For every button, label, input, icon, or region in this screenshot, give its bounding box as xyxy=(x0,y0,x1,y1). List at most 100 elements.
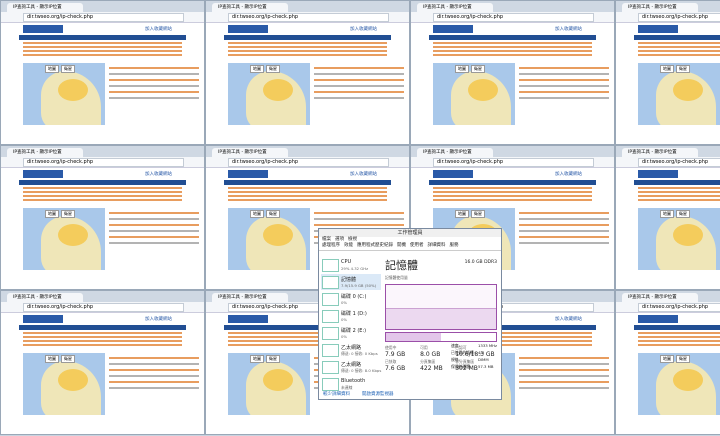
url-field[interactable]: dir.twseo.org/ip-check.php xyxy=(433,13,594,22)
site-logo: 加入收藏網站 xyxy=(19,23,186,35)
text-line xyxy=(314,79,404,81)
favorite-link[interactable]: 加入收藏網站 xyxy=(350,172,377,177)
map[interactable]: 地圖 衛星 xyxy=(638,63,720,125)
map[interactable]: 地圖 衛星 xyxy=(228,208,310,270)
tab[interactable]: 效能 xyxy=(344,243,353,248)
url-field[interactable]: dir.twseo.org/ip-check.php xyxy=(228,13,389,22)
url-field[interactable]: dir.twseo.org/ip-check.php xyxy=(638,303,720,312)
map-button[interactable]: 衛星 xyxy=(676,355,690,363)
tab[interactable]: IP查詢工具 - 顯示IP位置 xyxy=(417,3,493,12)
nav-bar xyxy=(224,325,391,330)
url-field[interactable]: dir.twseo.org/ip-check.php xyxy=(228,158,389,167)
url-field[interactable]: dir.twseo.org/ip-check.php xyxy=(23,158,184,167)
favorite-link[interactable]: 加入收藏網站 xyxy=(145,172,172,177)
map[interactable]: 地圖 衛星 xyxy=(433,63,515,125)
map-button[interactable]: 地圖 xyxy=(45,355,59,363)
resource-item[interactable]: 乙太網路 傳送: 0 接收: 0 Kbps xyxy=(321,342,381,358)
tab[interactable]: 詳細資料 xyxy=(427,243,446,248)
address-bar: dir.twseo.org/ip-check.php xyxy=(411,12,614,23)
menu-item[interactable]: 選項 xyxy=(335,237,344,242)
menu-item[interactable]: 檢視 xyxy=(348,237,357,242)
tab[interactable]: 開機 xyxy=(397,243,406,248)
map[interactable]: 地圖 衛星 xyxy=(228,353,310,415)
map-button[interactable]: 地圖 xyxy=(660,355,674,363)
resource-item[interactable]: 記憶體 7.9/15.9 GB (50%) xyxy=(321,274,381,290)
map-button[interactable]: 地圖 xyxy=(250,355,264,363)
resource-item[interactable]: 磁碟 0 (C:) 0% xyxy=(321,291,381,307)
map-button[interactable]: 地圖 xyxy=(250,65,264,73)
tab[interactable]: IP查詢工具 - 顯示IP位置 xyxy=(212,148,288,157)
map-button[interactable]: 衛星 xyxy=(676,65,690,73)
favorite-link[interactable]: 加入收藏網站 xyxy=(145,27,172,32)
tab[interactable]: IP查詢工具 - 顯示IP位置 xyxy=(212,293,288,302)
map-button[interactable]: 衛星 xyxy=(61,65,75,73)
map-button[interactable]: 地圖 xyxy=(250,210,264,218)
favorite-link[interactable]: 加入收藏網站 xyxy=(145,317,172,322)
map-button[interactable]: 地圖 xyxy=(45,65,59,73)
map-button[interactable]: 衛星 xyxy=(471,65,485,73)
text-line xyxy=(519,85,609,87)
resource-monitor-link[interactable]: 開啟資源監視器 xyxy=(362,392,394,397)
resource-item[interactable]: 乙太網路 傳送: 0 接收: 8.0 Kbps xyxy=(321,359,381,375)
url-field[interactable]: dir.twseo.org/ip-check.php xyxy=(638,158,720,167)
favorite-link[interactable]: 加入收藏網站 xyxy=(555,27,582,32)
url-field[interactable]: dir.twseo.org/ip-check.php xyxy=(23,303,184,312)
text-line xyxy=(109,369,199,371)
favorite-link[interactable]: 加入收藏網站 xyxy=(555,317,582,322)
resource-detail: 未連線 xyxy=(341,385,353,390)
site-logo: 加入收藏網站 xyxy=(634,23,720,35)
tab[interactable]: IP查詢工具 - 顯示IP位置 xyxy=(212,3,288,12)
address-bar: dir.twseo.org/ip-check.php xyxy=(206,157,409,168)
web-page: 加入收藏網站 地圖 衛星 xyxy=(19,313,199,434)
tab[interactable]: IP查詢工具 - 顯示IP位置 xyxy=(417,148,493,157)
map-button[interactable]: 地圖 xyxy=(45,210,59,218)
menu-item[interactable]: 檔案 xyxy=(322,237,331,242)
resource-item[interactable]: 磁碟 2 (E:) 0% xyxy=(321,325,381,341)
tab[interactable]: IP查詢工具 - 顯示IP位置 xyxy=(622,293,698,302)
map-button[interactable]: 衛星 xyxy=(266,210,280,218)
map-button[interactable]: 地圖 xyxy=(455,65,469,73)
map-button[interactable]: 衛星 xyxy=(61,355,75,363)
map[interactable]: 地圖 衛星 xyxy=(23,208,105,270)
favorite-link[interactable]: 加入收藏網站 xyxy=(555,172,582,177)
map[interactable]: 地圖 衛星 xyxy=(228,63,310,125)
map[interactable]: 地圖 衛星 xyxy=(23,353,105,415)
map[interactable]: 地圖 衛星 xyxy=(638,208,720,270)
stat-label: 分頁集區 xyxy=(420,359,436,364)
map[interactable]: 地圖 衛星 xyxy=(638,353,720,415)
url-field[interactable]: dir.twseo.org/ip-check.php xyxy=(638,13,720,22)
resource-item[interactable]: 磁碟 1 (D:) 0% xyxy=(321,308,381,324)
map-button[interactable]: 地圖 xyxy=(660,210,674,218)
tab[interactable]: IP查詢工具 - 顯示IP位置 xyxy=(7,293,83,302)
tab[interactable]: IP查詢工具 - 顯示IP位置 xyxy=(7,148,83,157)
resource-item[interactable]: Bluetooth 未連線 xyxy=(321,376,381,392)
text-line xyxy=(314,218,404,220)
favorite-link[interactable]: 加入收藏網站 xyxy=(350,27,377,32)
tab[interactable]: 應用程式歷史紀錄 xyxy=(357,243,393,248)
text-line xyxy=(433,195,592,197)
tab[interactable]: 服務 xyxy=(449,243,459,248)
tab[interactable]: IP查詢工具 - 顯示IP位置 xyxy=(7,3,83,12)
text-line xyxy=(433,54,592,56)
url-field[interactable]: dir.twseo.org/ip-check.php xyxy=(23,13,184,22)
text-line xyxy=(109,387,199,389)
map-button[interactable]: 衛星 xyxy=(266,355,280,363)
fewer-details[interactable]: 較少詳細資料 xyxy=(323,392,350,397)
map[interactable]: 地圖 衛星 xyxy=(23,63,105,125)
map-button[interactable]: 衛星 xyxy=(266,65,280,73)
tab[interactable]: IP查詢工具 - 顯示IP位置 xyxy=(622,148,698,157)
address-bar: dir.twseo.org/ip-check.php xyxy=(206,12,409,23)
text-line xyxy=(23,195,182,197)
text-line xyxy=(23,42,182,44)
map-button[interactable]: 地圖 xyxy=(455,210,469,218)
map-button[interactable]: 地圖 xyxy=(660,65,674,73)
tab[interactable]: 使用者 xyxy=(410,243,424,248)
map-button[interactable]: 衛星 xyxy=(471,210,485,218)
tab[interactable]: IP查詢工具 - 顯示IP位置 xyxy=(622,3,698,12)
resource-item[interactable]: CPU 29% 4.32 GHz xyxy=(321,257,381,273)
map-button[interactable]: 衛星 xyxy=(676,210,690,218)
text-line xyxy=(228,199,387,201)
tab[interactable]: 處理程序 xyxy=(322,243,340,248)
url-field[interactable]: dir.twseo.org/ip-check.php xyxy=(433,158,594,167)
map-button[interactable]: 衛星 xyxy=(61,210,75,218)
